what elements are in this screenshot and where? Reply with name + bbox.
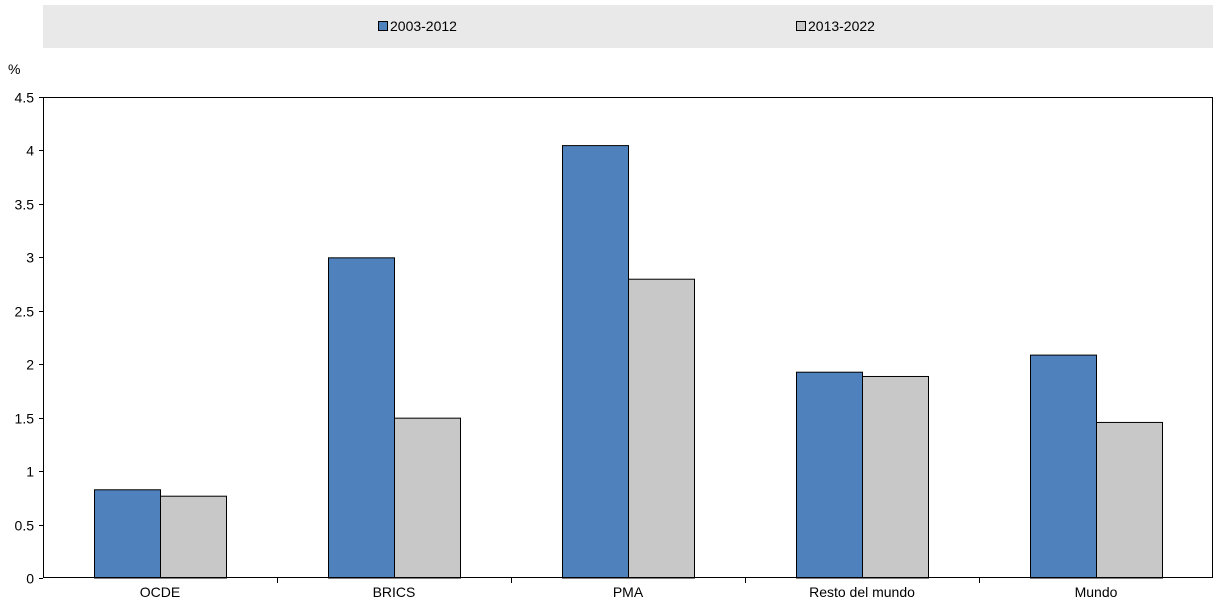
bar-series-2 [862, 375, 929, 579]
x-tick-label: PMA [613, 584, 644, 600]
bar-series-1 [796, 371, 863, 579]
bar-series-2 [1096, 421, 1163, 579]
y-tick-label: 1.5 [15, 411, 35, 427]
x-axis: OCDE BRICS PMA Resto del mundo Mundo [140, 578, 1118, 600]
y-tick-label: 2.5 [15, 304, 35, 320]
x-tick-label: OCDE [140, 584, 180, 600]
y-tick-label: 0.5 [15, 518, 35, 534]
legend-item-series-2: 2013-2022 [796, 18, 875, 34]
y-tick-label: 2 [26, 357, 34, 373]
bar-series-1 [94, 489, 161, 579]
legend-swatch-series-1 [378, 21, 388, 31]
bar-series-1 [328, 257, 395, 579]
x-tick-label: Resto del mundo [809, 584, 915, 600]
y-tick-label: 4.5 [15, 90, 35, 106]
x-tick-label: BRICS [373, 584, 416, 600]
y-tick-label: 3 [26, 250, 34, 266]
x-tick-label: Mundo [1075, 584, 1118, 600]
plot-area-frame [43, 97, 1213, 578]
bar-series-2 [394, 417, 461, 579]
y-tick-label: 4 [26, 143, 34, 159]
bar-series-1 [1030, 354, 1097, 579]
bar-series-2 [160, 495, 227, 579]
bars-group [94, 145, 1163, 579]
bar-series-1 [562, 145, 629, 579]
y-axis-label: % [8, 61, 20, 77]
bar-series-2 [628, 278, 695, 579]
legend-item-series-1: 2003-2012 [378, 18, 457, 34]
y-tick-label: 1 [26, 464, 34, 480]
legend-label-series-2: 2013-2022 [808, 18, 875, 34]
legend-label-series-1: 2003-2012 [390, 18, 457, 34]
chart-legend: 2003-2012 2013-2022 [43, 5, 1213, 48]
y-axis: 0 0.5 1 1.5 2 2.5 3 3.5 4 4.5 [15, 90, 43, 587]
y-tick-label: 0 [26, 571, 34, 587]
y-tick-label: 3.5 [15, 197, 35, 213]
legend-swatch-series-2 [796, 21, 806, 31]
